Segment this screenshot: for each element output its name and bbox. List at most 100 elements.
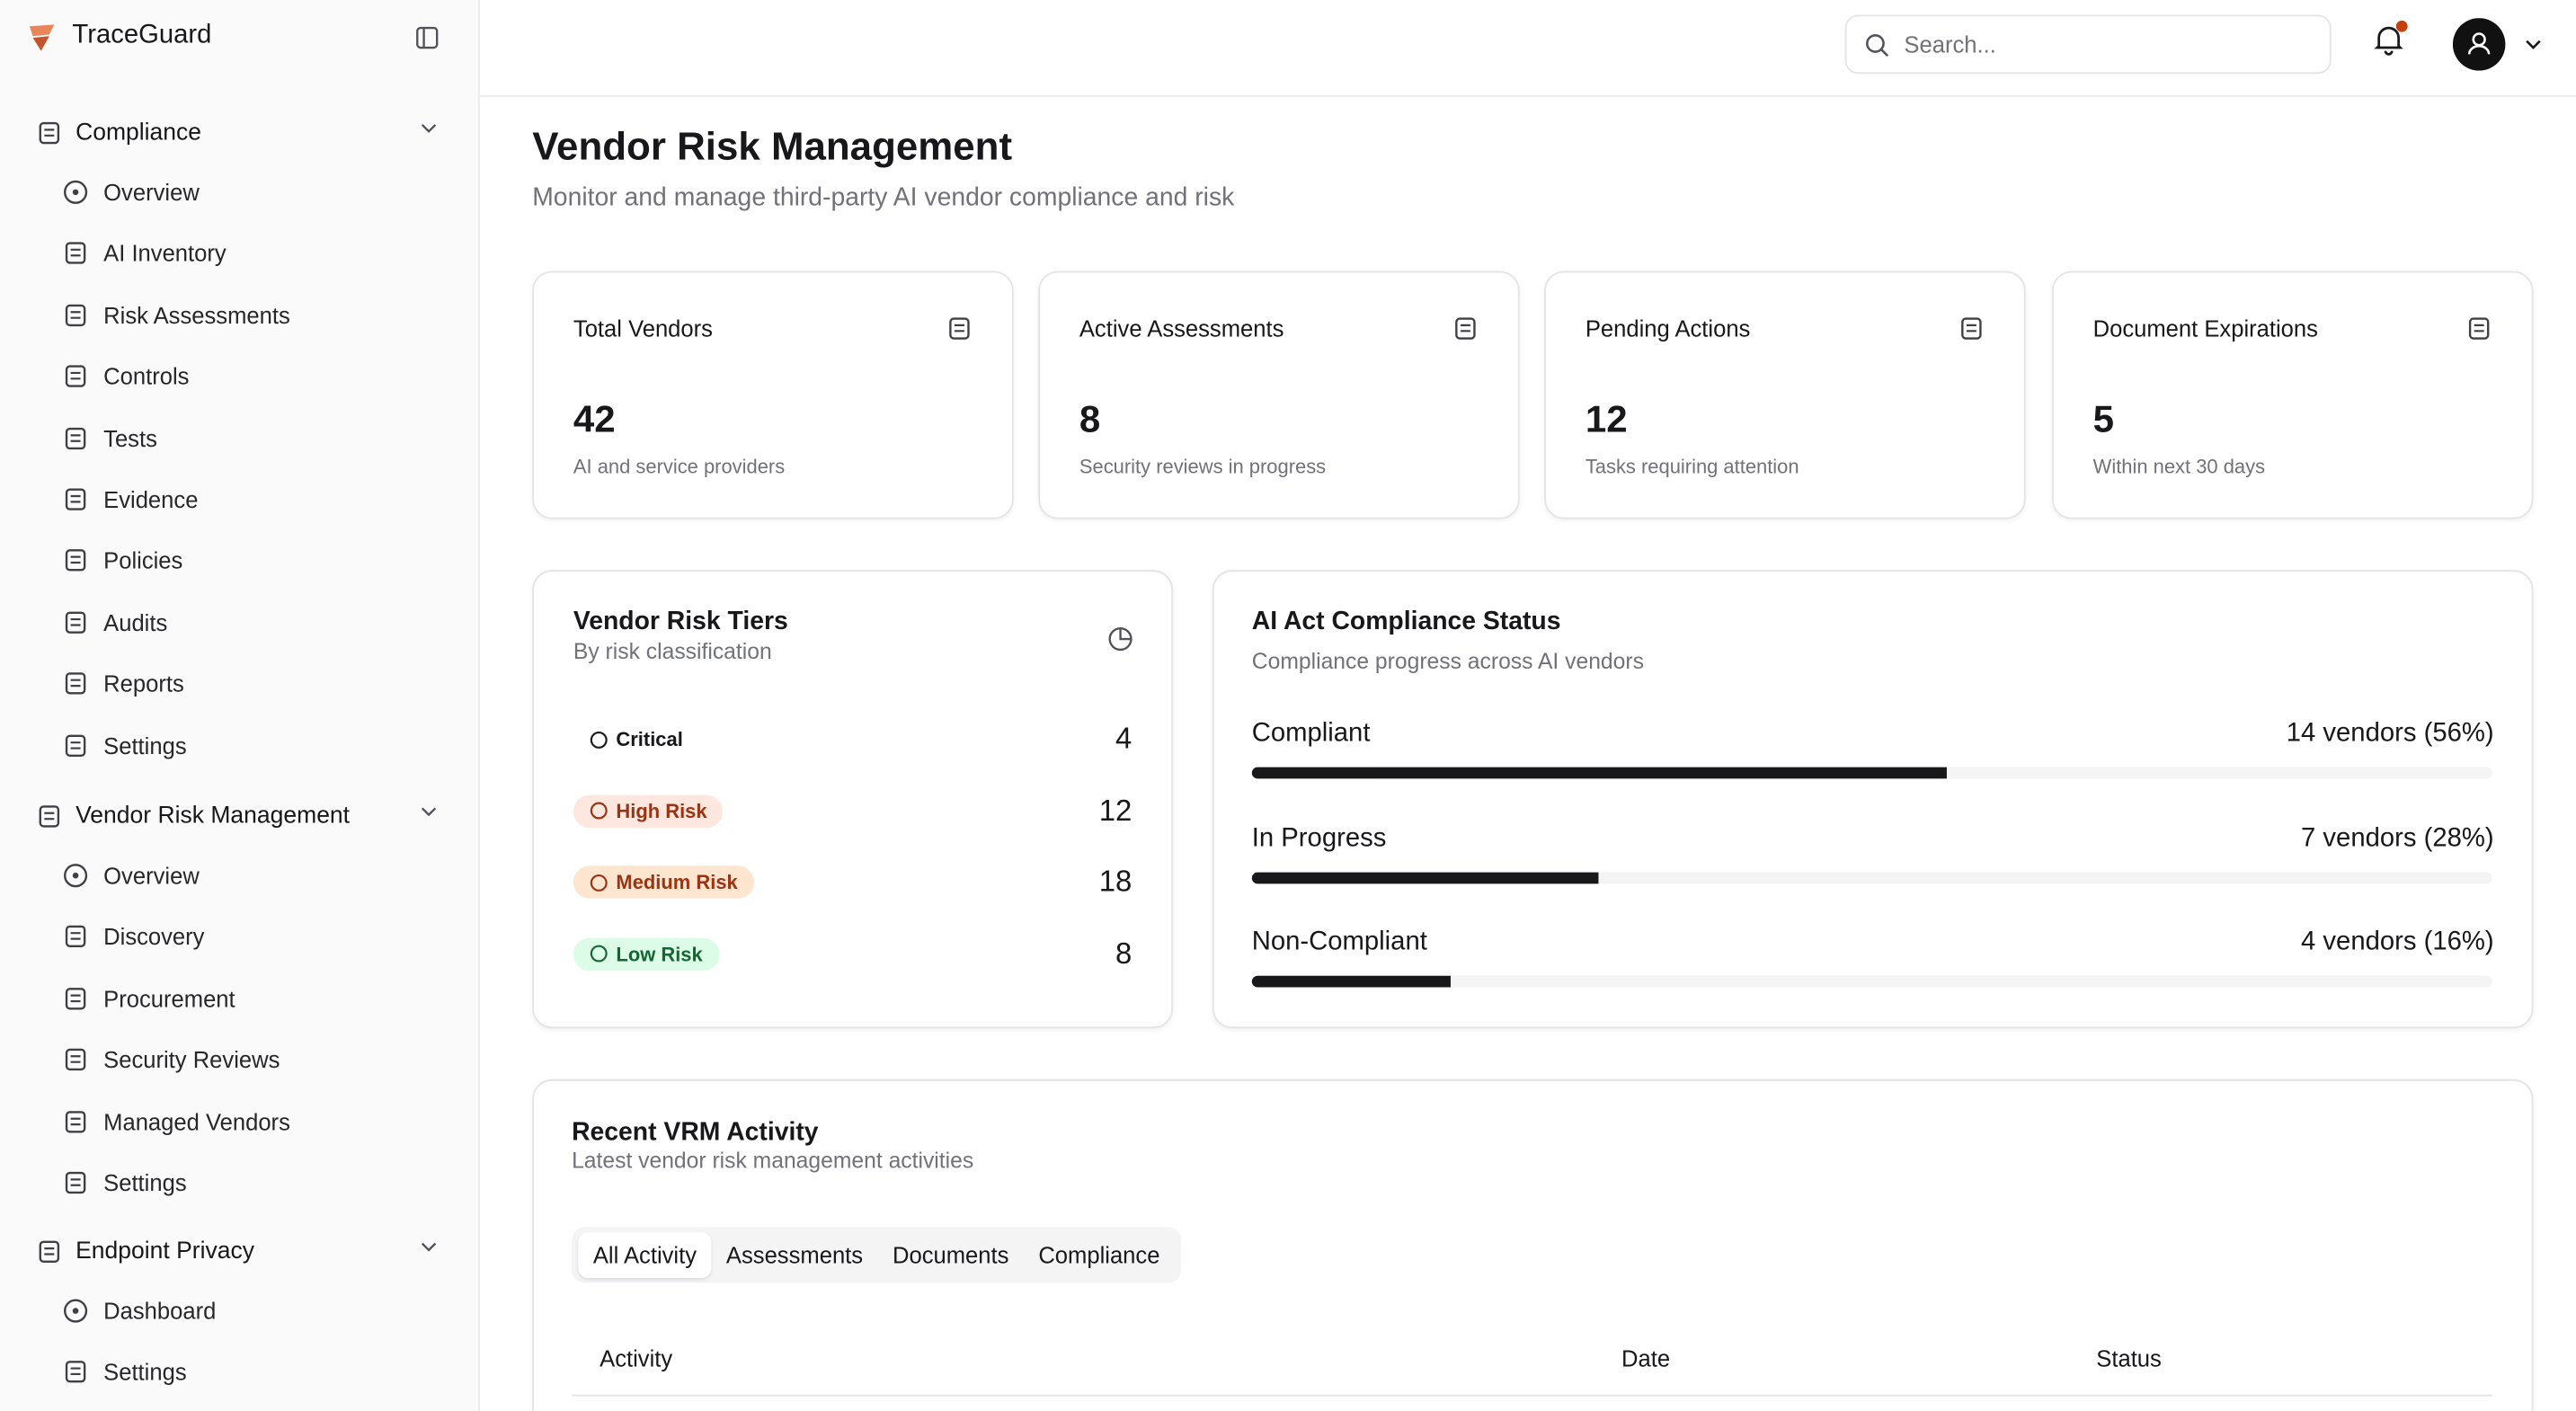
stat-icon (1452, 315, 1479, 350)
nav-section-label: Endpoint Privacy (76, 1238, 254, 1265)
stat-note: Tasks requiring attention (1585, 455, 1799, 478)
icon (65, 365, 86, 388)
nav-item[interactable]: Audits (62, 609, 167, 635)
icon (65, 987, 86, 1010)
stat-value: 5 (2092, 397, 2115, 440)
nav-item-label: Controls (103, 363, 190, 390)
brand: TraceGuard (72, 21, 212, 49)
nav-item[interactable]: Tests (62, 424, 157, 451)
risk-label: Medium Risk (616, 870, 738, 894)
icon (39, 1240, 60, 1263)
pie-icon (1108, 626, 1133, 652)
risk-count: 4 (1115, 722, 1133, 755)
compliance-card: AI Act Compliance Status Compliance prog… (1212, 570, 2534, 1029)
chevron (421, 120, 437, 141)
chevron (421, 803, 437, 825)
nav-item-label: Managed Vendors (103, 1108, 290, 1135)
nav-item[interactable]: Security Reviews (62, 1047, 280, 1073)
risk-badge: Low Risk (573, 936, 720, 971)
icon (65, 549, 86, 572)
nav-section[interactable]: Vendor Risk Management (36, 803, 350, 830)
nav-item-label: Overview (103, 862, 200, 889)
icon (65, 611, 86, 634)
collapse-button[interactable] (415, 26, 439, 49)
stat-icon (2466, 315, 2492, 350)
tab[interactable]: All Activity (578, 1231, 712, 1279)
nav-item[interactable]: Overview (62, 862, 200, 889)
nav-item-label: Audits (103, 608, 168, 635)
icon (39, 805, 60, 828)
header-border (479, 95, 2576, 97)
activity-card: Recent VRM Activity Latest vendor risk m… (532, 1078, 2534, 1411)
nav-section-label: Vendor Risk Management (76, 803, 351, 830)
nav-item[interactable]: Settings (62, 732, 187, 759)
sidebar: TraceGuard Compliance Overview AI Inventor… (0, 0, 480, 1411)
tab[interactable]: Compliance (1038, 1241, 1160, 1269)
card-subtitle: Latest vendor risk management activities (572, 1148, 974, 1174)
risk-count: 12 (1098, 793, 1133, 827)
nav-item[interactable]: Policies (62, 547, 182, 574)
icon (949, 317, 970, 340)
nav-item[interactable]: Overview (62, 179, 200, 205)
tab[interactable]: Documents (892, 1241, 1009, 1269)
icon (65, 1049, 86, 1071)
nav-item[interactable]: Controls (62, 363, 190, 390)
card-subtitle: Compliance progress across AI vendors (1251, 648, 1644, 674)
tab[interactable]: Assessments (725, 1241, 864, 1269)
icon (1961, 317, 1982, 340)
nav-section[interactable]: Compliance (36, 120, 201, 146)
nav-item[interactable]: Reports (62, 670, 184, 697)
nav-item[interactable]: Risk Assessments (62, 301, 290, 329)
stat-card: Document Expirations 5 Within next 30 days (2051, 271, 2534, 519)
chevron (421, 1238, 437, 1260)
card-title: AI Act Compliance Status (1251, 608, 1561, 636)
nav-item-label: Tests (103, 424, 157, 451)
row-summary: 14 vendors (56%) (2286, 719, 2494, 748)
risk-badge: Medium Risk (573, 865, 754, 899)
card-title: Vendor Risk Tiers (573, 608, 788, 636)
stat-value: 42 (573, 397, 616, 440)
risk-count: 8 (1115, 936, 1133, 970)
nav-item-label: Reports (103, 670, 184, 697)
nav-item[interactable]: Evidence (62, 486, 198, 512)
nav-item[interactable]: Managed Vendors (62, 1108, 290, 1135)
stat-note: AI and service providers (573, 455, 786, 478)
nav-item[interactable]: Discovery (62, 924, 205, 950)
progress-track (1251, 975, 2492, 988)
nav-item-label: Settings (103, 732, 187, 759)
nav-item-label: Evidence (103, 486, 199, 513)
nav-section-label: Compliance (76, 120, 202, 146)
row-label: Compliant (1251, 719, 1371, 748)
table-divider (572, 1394, 2492, 1397)
nav-item[interactable]: Settings (62, 1359, 187, 1386)
stat-title: Total Vendors (573, 315, 713, 342)
column-header: Activity (600, 1344, 673, 1372)
nav-item-label: Risk Assessments (103, 301, 290, 329)
risk-count: 18 (1098, 865, 1133, 898)
notifications[interactable] (2369, 20, 2409, 59)
icon (64, 864, 88, 888)
icon (65, 1171, 86, 1194)
risk-label: Low Risk (616, 942, 703, 965)
progress-bar (1251, 767, 1947, 779)
logo (29, 24, 55, 51)
stat-card: Active Assessments 8 Security reviews in p… (1038, 271, 1520, 519)
nav-section[interactable]: Endpoint Privacy (36, 1238, 254, 1265)
row-summary: 7 vendors (28%) (2301, 823, 2494, 852)
card-subtitle: By risk classification (573, 639, 772, 664)
column-header: Status (2096, 1344, 2162, 1372)
user-menu[interactable] (2452, 18, 2548, 71)
nav-item-label: Dashboard (103, 1297, 217, 1325)
nav-item[interactable]: Settings (62, 1169, 187, 1196)
stat-value: 12 (1585, 397, 1628, 440)
icon (65, 1110, 86, 1132)
nav-item[interactable]: Procurement (62, 985, 235, 1012)
icon (65, 488, 86, 510)
stat-card: Total Vendors 42 AI and service providers (532, 271, 1014, 519)
search-box[interactable]: Search... (1844, 14, 2332, 75)
nav-item[interactable]: AI Inventory (62, 241, 227, 267)
stat-value: 8 (1079, 397, 1101, 440)
nav-item[interactable]: Dashboard (62, 1298, 216, 1324)
